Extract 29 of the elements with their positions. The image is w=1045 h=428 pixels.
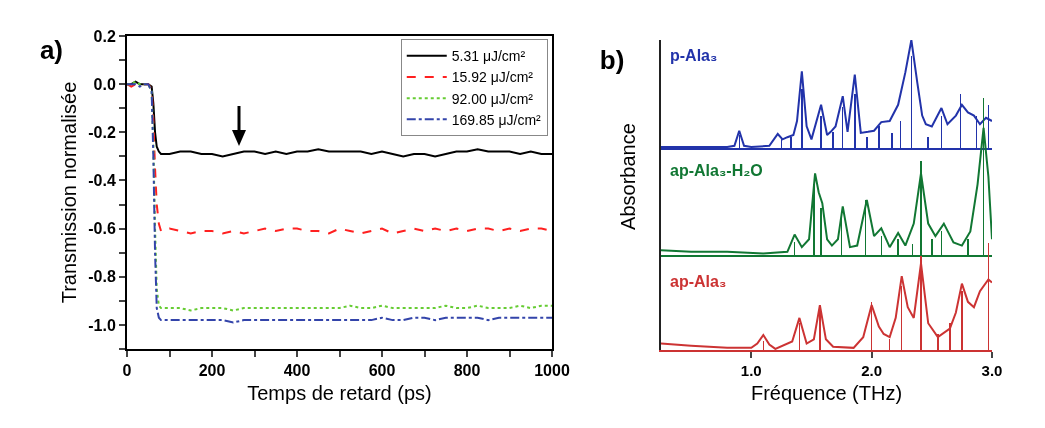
x-tick-label: 0 <box>122 362 132 380</box>
y-tick-label: 0.0 <box>93 75 116 93</box>
x-tick-label: 2.0 <box>861 362 883 379</box>
chart-title: b) <box>599 45 625 76</box>
y-tick-label: -0.2 <box>88 123 116 141</box>
y-tick-label: -0.6 <box>88 220 116 238</box>
chart-title: a) <box>39 35 64 66</box>
x-tick-label: 1.0 <box>740 362 762 379</box>
x-tick-label: 400 <box>283 362 311 380</box>
legend-label: 92.00 μJ/cm² <box>451 90 534 107</box>
legend-label: 15.92 μJ/cm² <box>451 69 534 86</box>
x-tick-label: 1000 <box>534 362 570 380</box>
legend-label: 5.31 μJ/cm² <box>451 48 526 65</box>
text: ap-Ala₃ <box>670 273 727 290</box>
x-tick-label: 600 <box>368 362 396 380</box>
x-tick-label: 800 <box>453 362 481 380</box>
x-tick-label: 200 <box>198 362 226 380</box>
y-tick-label: 0.2 <box>93 27 116 45</box>
y-tick-label: -1.0 <box>88 316 116 334</box>
y-tick-label: -0.4 <box>88 172 116 190</box>
y-tick-label: -0.8 <box>88 268 116 286</box>
x-axis-title: Fréquence (THz) <box>750 382 903 404</box>
text: ap-Ala₃-H₂O <box>670 162 763 179</box>
text: p-Ala₃ <box>670 47 718 64</box>
x-tick-label: 3.0 <box>981 362 1003 379</box>
legend-label: 169.85 μJ/cm² <box>451 111 542 128</box>
y-axis-title: Absorbance <box>617 123 639 230</box>
y-axis-title: Transmission normalisée <box>58 81 81 304</box>
x-axis-title: Temps de retard (ps) <box>247 382 432 405</box>
